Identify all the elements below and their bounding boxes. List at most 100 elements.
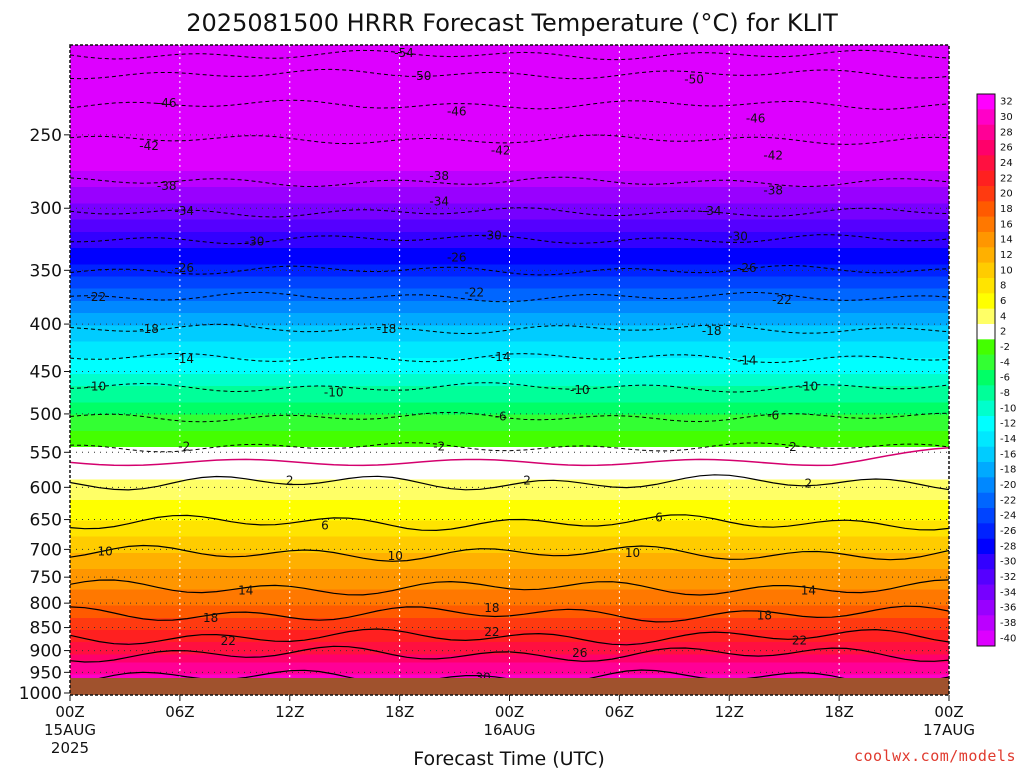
contour-label: -22 [465,286,485,300]
contour-label: -50 [412,69,432,83]
colorbar-label: -18 [1000,465,1016,476]
contour-label: 18 [757,609,772,623]
colorbar-label: -40 [1000,633,1016,644]
contour-label: -42 [139,139,159,153]
colorbar-label: -4 [1000,357,1010,368]
contour-label: -10 [570,383,590,397]
colorbar-label: 14 [1000,235,1013,246]
y-tick-label: 550 [30,443,62,463]
x-tick-year: 2025 [51,739,89,757]
contour-label: -46 [447,105,467,119]
contour-label: -14 [174,352,194,366]
contour-label: 10 [388,549,403,563]
plot-frame [69,44,950,696]
x-tick-label: 12Z [715,703,744,721]
contour-label: -18 [139,322,159,336]
x-tick-label: 06Z [605,703,634,721]
colorbar-swatch [977,538,995,555]
colorbar-label: -8 [1000,388,1010,399]
colorbar-label: 10 [1000,265,1013,276]
contour-label: -14 [491,350,511,364]
colorbar-swatch [977,400,995,417]
colorbar-label: 32 [1000,97,1013,108]
plot-area: -54-50 -50-46-46 -46-42 -42 -42-38-38-38-34-… [70,45,949,695]
y-tick-label: 800 [30,594,62,614]
contour-line [70,474,949,491]
x-tick-label: 12Z [275,703,304,721]
contour-line [70,514,949,532]
contour-label: 10 [625,546,640,560]
contour-line [70,579,949,596]
colorbar-swatch [977,109,995,125]
contour-label: 14 [801,583,816,597]
y-tick-label: 250 [30,126,62,146]
contour-label: 18 [484,601,499,615]
contour-label: -18 [377,322,397,336]
contour-label: -2 [785,440,797,454]
contour-label: -50 [684,73,704,87]
contour-label: -46 [746,111,766,125]
y-tick-label: 850 [30,619,62,639]
contour-label: -38 [763,183,783,197]
y-tick-label: 700 [30,540,62,560]
contour-label: -26 [174,261,194,275]
x-tick-date: 16AUG [484,721,536,739]
credit-text: coolwx.com/models [854,747,1016,765]
colorbar-swatch [977,477,995,493]
contour-label: -30 [482,228,502,242]
y-tick-label: 650 [30,511,62,531]
contour-line [70,353,949,364]
colorbar-label: 20 [1000,189,1013,200]
contour-label: -26 [737,261,757,275]
x-tick-date: 17AUG [923,721,975,739]
colorbar-legend: 32 30 28 26 24 22 20 18 16 14 12 10 8 6 4 2 -2 -4 -6 -8 -10 -… [976,93,1016,647]
colorbar-swatch [977,124,995,141]
contour-label: -26 [447,250,467,264]
contour-label: -6 [767,409,779,423]
contour-label: -46 [157,96,177,110]
y-tick-label: 350 [30,261,62,281]
colorbar-label: -26 [1000,526,1016,537]
y-tick-label: 400 [30,315,62,335]
contour-label: -18 [702,324,722,338]
colorbar-label: -16 [1000,449,1016,460]
contour-label: -34 [702,204,722,218]
colorbar-label: -38 [1000,618,1016,629]
colorbar-swatch [977,569,995,585]
colorbar-label: -20 [1000,480,1016,491]
contour-label: -2 [178,439,190,453]
y-tick-label: 450 [30,362,62,382]
colorbar-label: -24 [1000,511,1016,522]
colorbar-label: -14 [1000,434,1016,445]
contour-label: -10 [799,379,819,393]
freezing-line [70,446,949,467]
colorbar-swatch [977,630,995,647]
colorbar-swatch [977,523,995,539]
pressure-axis: 250 300 350 400 450 500 550 600 650 700 750 800 850 9… [19,126,70,704]
x-tick-label: 00Z [495,703,524,721]
colorbar-label: -12 [1000,419,1016,430]
x-tick-label: 00Z [55,703,84,721]
colorbar-label: 24 [1000,158,1013,169]
colorbar-swatch [977,615,995,631]
colorbar-label: 30 [1000,112,1013,123]
colorbar-label: 12 [1000,250,1013,261]
colorbar-swatch [977,308,995,325]
colorbar-swatch [977,247,995,263]
colorbar-swatch [977,446,995,463]
colorbar-label: -6 [1000,373,1010,384]
contour-label: 10 [98,545,113,559]
colorbar-swatch [977,140,995,156]
colorbar-swatch [977,201,995,217]
colorbar-label: -32 [1000,572,1016,583]
colorbar-label: 18 [1000,204,1013,215]
contour-label: -14 [737,354,757,368]
contour-label: -2 [433,439,445,453]
x-tick-label: 06Z [165,703,194,721]
contour-label: -22 [87,290,107,304]
colorbar-swatch [977,155,995,171]
y-tick-label: 750 [30,568,62,588]
colorbar-swatch [977,431,995,447]
colorbar-label: 28 [1000,127,1013,138]
